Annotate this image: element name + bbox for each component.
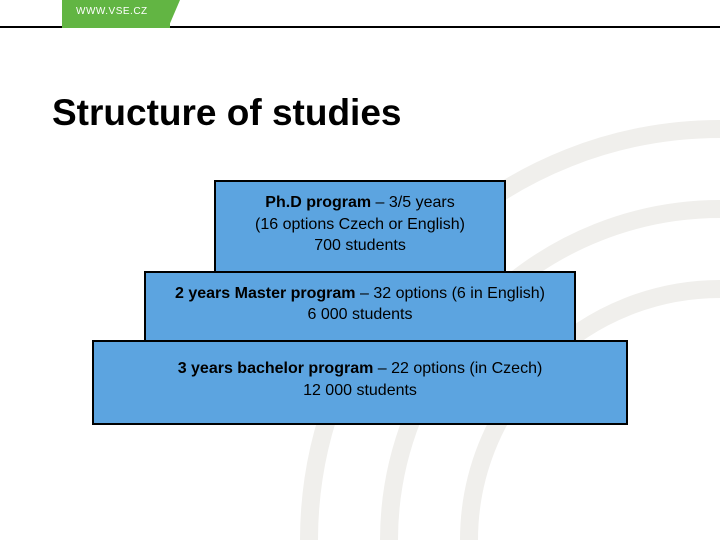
tier-rest: – 22 options (in Czech) bbox=[373, 360, 542, 377]
tier-line: 3 years bachelor program – 22 options (i… bbox=[100, 358, 620, 380]
slide-title: Structure of studies bbox=[52, 92, 402, 134]
site-logo-tab: WWW.VSE.CZ bbox=[62, 0, 170, 28]
tier-line: 6 000 students bbox=[152, 304, 568, 326]
tier-master: 2 years Master program – 32 options (6 i… bbox=[144, 271, 576, 342]
tier-bold: 2 years Master program bbox=[175, 285, 356, 302]
tier-bold: Ph.D program bbox=[265, 194, 371, 211]
pyramid-diagram: Ph.D program – 3/5 years (16 options Cze… bbox=[0, 180, 720, 425]
tier-line: (16 options Czech or English) bbox=[222, 214, 498, 236]
site-logo-text: WWW.VSE.CZ bbox=[76, 6, 148, 17]
tier-line: 12 000 students bbox=[100, 380, 620, 402]
tier-line: 700 students bbox=[222, 235, 498, 257]
tier-bachelor: 3 years bachelor program – 22 options (i… bbox=[92, 340, 628, 425]
tier-line: 2 years Master program – 32 options (6 i… bbox=[152, 283, 568, 305]
tier-rest: – 3/5 years bbox=[371, 194, 455, 211]
tier-phd: Ph.D program – 3/5 years (16 options Cze… bbox=[214, 180, 506, 273]
tier-rest: – 32 options (6 in English) bbox=[356, 285, 545, 302]
tier-line: Ph.D program – 3/5 years bbox=[222, 192, 498, 214]
tier-bold: 3 years bachelor program bbox=[178, 360, 374, 377]
